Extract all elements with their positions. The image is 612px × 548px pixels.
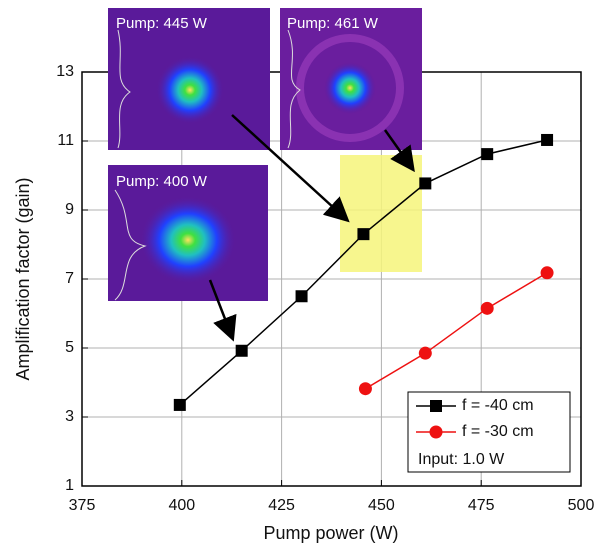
beam-spot	[324, 62, 376, 114]
x-tick-label: 425	[268, 497, 295, 514]
legend-label: f = -30 cm	[462, 423, 534, 440]
highlight	[340, 155, 422, 272]
y-tick-label: 3	[65, 408, 74, 425]
page: {"chart_data": {"type": "line", "x_label…	[0, 0, 612, 548]
y-tick-label: 7	[65, 270, 74, 287]
marker	[430, 426, 443, 439]
marker	[296, 290, 308, 302]
legend-note: Input: 1.0 W	[418, 451, 505, 468]
x-tick-label: 450	[368, 497, 395, 514]
marker	[481, 148, 493, 160]
marker	[419, 177, 431, 189]
inset-461: Pump: 461 W	[280, 8, 422, 150]
inset-label: Pump: 461 W	[287, 15, 379, 32]
y-axis-label: Amplification factor (gain)	[13, 177, 33, 380]
legend-label: f = -40 cm	[462, 397, 534, 414]
marker	[174, 399, 186, 411]
x-tick-label: 500	[568, 497, 595, 514]
inset-label: Pump: 400 W	[116, 173, 208, 190]
legend: f = -40 cm f = -30 cm Input: 1.0 W	[408, 392, 570, 472]
marker	[541, 134, 553, 146]
marker	[357, 228, 369, 240]
marker	[236, 345, 248, 357]
x-tick-label: 400	[168, 497, 195, 514]
x-tick-label: 475	[468, 497, 495, 514]
marker	[359, 382, 372, 395]
beam-spot	[140, 196, 236, 284]
marker	[430, 400, 442, 412]
inset-400: Pump: 400 W	[108, 165, 268, 301]
marker	[541, 266, 554, 279]
marker	[419, 347, 432, 360]
inset-label: Pump: 445 W	[116, 15, 208, 32]
x-tick-label: 375	[69, 497, 96, 514]
y-tick-label: 11	[57, 132, 74, 149]
marker	[481, 302, 494, 315]
x-axis-label: Pump power (W)	[263, 523, 398, 543]
y-tick-label: 5	[65, 339, 74, 356]
chart: Pump: 445 W Pump: 461 W Pump: 400 W f = …	[0, 0, 612, 548]
y-tick-label: 1	[65, 477, 74, 494]
beam-spot	[156, 56, 224, 124]
y-tick-label: 9	[65, 201, 74, 218]
y-tick-label: 13	[56, 63, 74, 80]
